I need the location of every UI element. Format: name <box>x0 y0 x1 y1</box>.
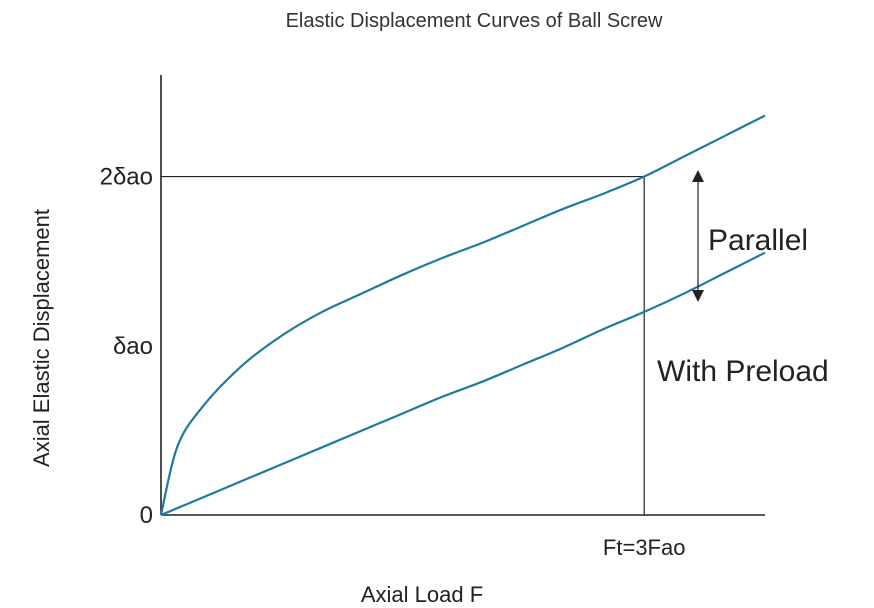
x-ticks: Ft=3Fao <box>603 535 686 560</box>
chart-title: Elastic Displacement Curves of Ball Scre… <box>286 10 663 32</box>
x-tick-label: Ft=3Fao <box>603 535 686 560</box>
annotation-with-preload: With Preload <box>657 355 829 388</box>
arrow-head-down <box>692 290 704 302</box>
annotation-parallel: Parallel <box>708 224 808 257</box>
curve-without-preload <box>159 114 766 516</box>
y-tick-label: 0 <box>140 502 153 529</box>
parallel-arrow <box>692 170 704 302</box>
curves <box>159 114 766 517</box>
curve-with-preload <box>160 251 766 517</box>
y-tick-label: 2δao <box>100 164 153 191</box>
y-tick-label: δao <box>113 333 153 360</box>
arrow-head-up <box>692 170 704 182</box>
y-axis-label: Axial Elastic Displacement <box>29 209 54 467</box>
x-axis-label: Axial Load F <box>361 582 483 607</box>
y-ticks: 0 δao 2δao <box>100 164 153 529</box>
guide-lines <box>161 175 645 515</box>
